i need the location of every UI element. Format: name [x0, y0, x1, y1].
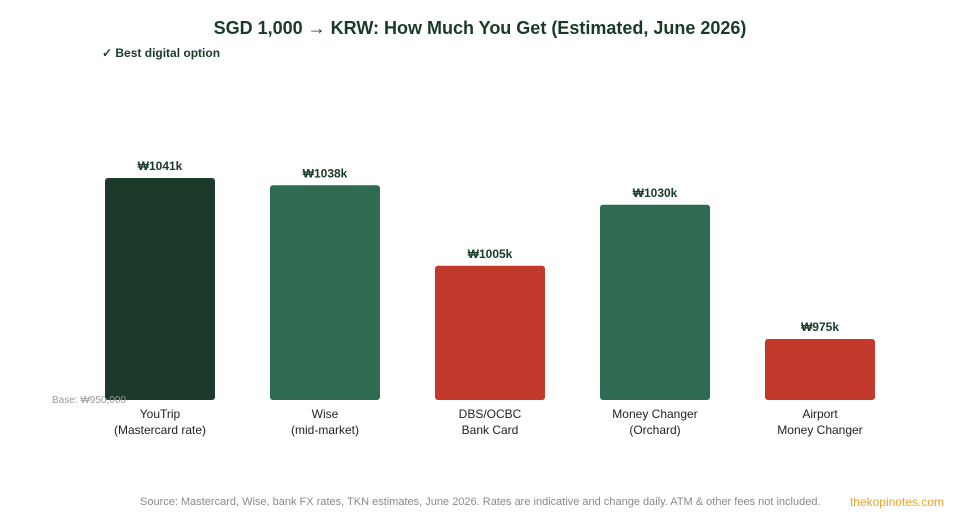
baseline-label: Base: ₩950,000	[52, 395, 126, 406]
bar-3	[600, 204, 710, 400]
brand-link[interactable]: thekopinotes.com	[849, 495, 944, 509]
bar-2	[435, 265, 545, 400]
category-label-2-line-0: DBS/OCBC	[459, 407, 522, 421]
value-label-3: ₩1030k	[633, 186, 678, 200]
category-label-0-line-0: YouTrip	[140, 407, 181, 421]
category-label-1-line-0: Wise	[312, 407, 339, 421]
best-option-note: ✓ Best digital option	[102, 46, 221, 60]
category-label-1-line-1: (mid-market)	[291, 423, 359, 437]
category-label-3-line-0: Money Changer	[612, 407, 697, 421]
bar-4	[765, 339, 875, 400]
category-label-3-line-1: (Orchard)	[629, 423, 680, 437]
source-note: Source: Mastercard, Wise, bank FX rates,…	[140, 496, 821, 508]
chart-title: SGD 1,000 → KRW: How Much You Get (Estim…	[213, 18, 747, 38]
bar-1	[270, 185, 380, 400]
category-label-0-line-1: (Mastercard rate)	[114, 423, 206, 437]
category-label-4-line-0: Airport	[802, 407, 838, 421]
category-label-2-line-1: Bank Card	[462, 423, 519, 437]
value-label-2: ₩1005k	[468, 247, 513, 261]
value-label-0: ₩1041k	[138, 159, 183, 173]
bar-0	[105, 177, 215, 400]
value-label-1: ₩1038k	[303, 166, 348, 180]
value-label-4: ₩975k	[801, 320, 839, 334]
category-label-4-line-1: Money Changer	[777, 423, 862, 437]
